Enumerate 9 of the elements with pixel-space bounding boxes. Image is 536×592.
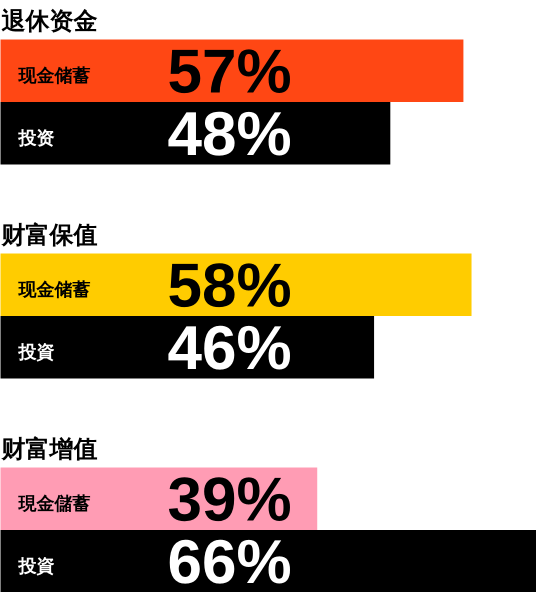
category-label: 投資 <box>18 556 54 577</box>
chart-title: 退休资金 <box>2 7 98 35</box>
category-label: 現金儲蓄 <box>18 493 90 514</box>
category-label: 投資 <box>18 342 54 363</box>
text: 财富保值 <box>0 221 98 249</box>
chart-title: 财富增值 <box>0 435 98 463</box>
category-label: 现金储蓄 <box>18 279 90 300</box>
category-label: 现金储蓄 <box>18 65 90 86</box>
category-label: 投资 <box>18 128 54 149</box>
